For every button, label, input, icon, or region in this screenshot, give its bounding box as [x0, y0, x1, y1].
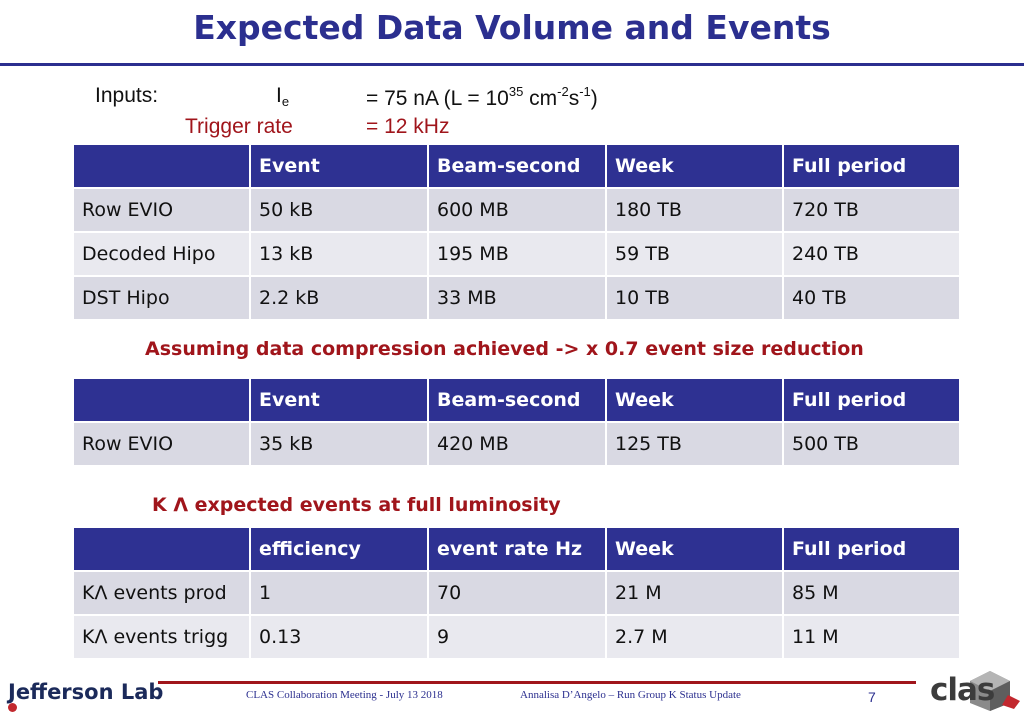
header-cell: Week	[605, 143, 784, 189]
header-cell: Week	[605, 377, 784, 423]
table-cell: 125 TB	[605, 421, 784, 467]
table-cell: 500 TB	[782, 421, 961, 467]
table-row: Row EVIO 35 kB 420 MB 125 TB 500 TB	[72, 421, 961, 467]
footer-author: Annalisa D’Angelo – Run Group K Status U…	[520, 689, 741, 701]
header-cell: Beam-second	[427, 143, 607, 189]
header-cell: Week	[605, 526, 784, 572]
table-cell: 35 kB	[249, 421, 429, 467]
table-cell: 59 TB	[605, 231, 784, 277]
table-header-row: efficiency event rate Hz Week Full perio…	[72, 526, 961, 572]
row-label: Row EVIO	[72, 421, 251, 467]
ie-value-unit: cm	[523, 87, 558, 110]
table-header-row: Event Beam-second Week Full period	[72, 377, 961, 423]
table-cell: 2.2 kB	[249, 275, 429, 321]
table-cell: 21 M	[605, 570, 784, 616]
header-cell: Event	[249, 143, 429, 189]
jefferson-lab-logo-dot-icon	[8, 703, 17, 712]
table-cell: 600 MB	[427, 187, 607, 233]
ie-value: = 75 nA (L = 1035 cm-2s-1)	[366, 84, 598, 111]
header-cell: Full period	[782, 377, 961, 423]
footer-rule	[158, 681, 916, 684]
ie-value-seconds-exponent: -1	[579, 84, 591, 99]
table-row: DST Hipo 2.2 kB 33 MB 10 TB 40 TB	[72, 275, 961, 321]
table-cell: 11 M	[782, 614, 961, 660]
header-cell: Full period	[782, 143, 961, 189]
inputs-label: Inputs:	[95, 84, 159, 107]
table-cell: 85 M	[782, 570, 961, 616]
row-label: DST Hipo	[72, 275, 251, 321]
table-cell: 33 MB	[427, 275, 607, 321]
clas-logo-cube-icon	[970, 671, 1020, 711]
ie-symbol-subscript: e	[281, 94, 290, 109]
row-label: Decoded Hipo	[72, 231, 251, 277]
klambda-events-table: efficiency event rate Hz Week Full perio…	[72, 526, 961, 660]
table-cell: 0.13	[249, 614, 429, 660]
row-label: KΛ events prod	[72, 570, 251, 616]
ie-symbol: Ie	[276, 84, 289, 109]
table-cell: 1	[249, 570, 429, 616]
table-row: KΛ events trigg 0.13 9 2.7 M 11 M	[72, 614, 961, 660]
slide-title: Expected Data Volume and Events	[193, 8, 831, 47]
header-cell	[72, 526, 251, 572]
ie-value-exponent: 35	[508, 84, 524, 99]
compression-note: Assuming data compression achieved -> x …	[145, 338, 864, 360]
title-underline	[0, 63, 1024, 66]
footer-meeting: CLAS Collaboration Meeting - July 13 201…	[246, 689, 443, 701]
clas-logo-text: clas	[930, 672, 995, 708]
table-cell: 195 MB	[427, 231, 607, 277]
ie-value-unit-exponent: -2	[557, 84, 569, 99]
row-label: Row EVIO	[72, 187, 251, 233]
ie-value-seconds: s	[568, 87, 580, 110]
table-row: KΛ events prod 1 70 21 M 85 M	[72, 570, 961, 616]
header-cell	[72, 143, 251, 189]
row-label: KΛ events trigg	[72, 614, 251, 660]
klambda-note: K Λ expected events at full luminosity	[152, 494, 561, 516]
trigger-rate-label: Trigger rate	[185, 115, 293, 138]
table-cell: 13 kB	[249, 231, 429, 277]
header-cell: Beam-second	[427, 377, 607, 423]
table-cell: 240 TB	[782, 231, 961, 277]
header-cell: efficiency	[249, 526, 429, 572]
header-cell	[72, 377, 251, 423]
jefferson-lab-logo: Jefferson Lab	[8, 680, 164, 704]
table-cell: 40 TB	[782, 275, 961, 321]
table-header-row: Event Beam-second Week Full period	[72, 143, 961, 189]
data-volume-table: Event Beam-second Week Full period Row E…	[72, 143, 961, 321]
header-cell: event rate Hz	[427, 526, 607, 572]
page-number: 7	[868, 689, 876, 705]
table-cell: 720 TB	[782, 187, 961, 233]
header-cell: Event	[249, 377, 429, 423]
table-cell: 180 TB	[605, 187, 784, 233]
table-row: Decoded Hipo 13 kB 195 MB 59 TB 240 TB	[72, 231, 961, 277]
table-cell: 9	[427, 614, 607, 660]
table-cell: 70	[427, 570, 607, 616]
table-cell: 2.7 M	[605, 614, 784, 660]
table-cell: 10 TB	[605, 275, 784, 321]
table-row: Row EVIO 50 kB 600 MB 180 TB 720 TB	[72, 187, 961, 233]
ie-symbol-letter: I	[276, 84, 282, 107]
compressed-volume-table: Event Beam-second Week Full period Row E…	[72, 377, 961, 467]
table-cell: 50 kB	[249, 187, 429, 233]
ie-value-close: )	[590, 87, 598, 110]
header-cell: Full period	[782, 526, 961, 572]
ie-value-prefix: = 75 nA (L = 10	[366, 87, 509, 110]
trigger-rate-value: = 12 kHz	[366, 115, 450, 138]
table-cell: 420 MB	[427, 421, 607, 467]
